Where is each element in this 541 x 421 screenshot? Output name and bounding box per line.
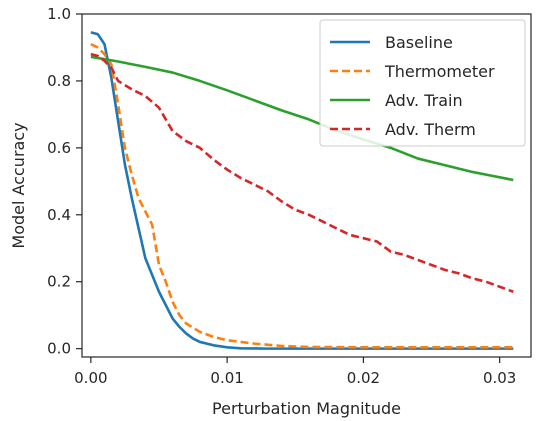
y-tick-label: 0.6 (47, 139, 71, 157)
y-tick-label: 0.8 (47, 72, 71, 90)
x-tick-label: 0.03 (483, 369, 516, 387)
y-tick-label: 0.4 (47, 206, 71, 224)
series-line-1 (90, 31, 514, 350)
x-tick-label: 0.02 (347, 369, 380, 387)
legend-label: Thermometer (384, 62, 495, 81)
legend-label: Adv. Therm (385, 120, 476, 139)
x-axis-label: Perturbation Magnitude (212, 399, 401, 418)
y-axis-label: Model Accuracy (9, 122, 28, 248)
series-line-3 (90, 55, 514, 182)
y-tick-label: 0.0 (47, 340, 71, 358)
series-line-4 (90, 52, 514, 293)
y-tick-label: 0.2 (47, 273, 71, 291)
series-line-2 (90, 42, 514, 349)
series-layer (90, 31, 514, 350)
y-tick-label: 1.0 (47, 5, 71, 23)
x-tick-label: 0.01 (210, 369, 243, 387)
legend-label: Adv. Train (385, 91, 463, 110)
legend-label: Baseline (385, 33, 453, 52)
x-tick-label: 0.00 (74, 369, 107, 387)
plot-frame (81, 13, 532, 358)
legend-box (319, 19, 526, 147)
legend: Baseline Thermometer Adv. Train Adv. Therm (319, 19, 526, 147)
axes-layer: 0.00 0.01 0.02 0.03 0.0 0.2 0.4 0.6 0.8 1.0 (47, 5, 532, 387)
